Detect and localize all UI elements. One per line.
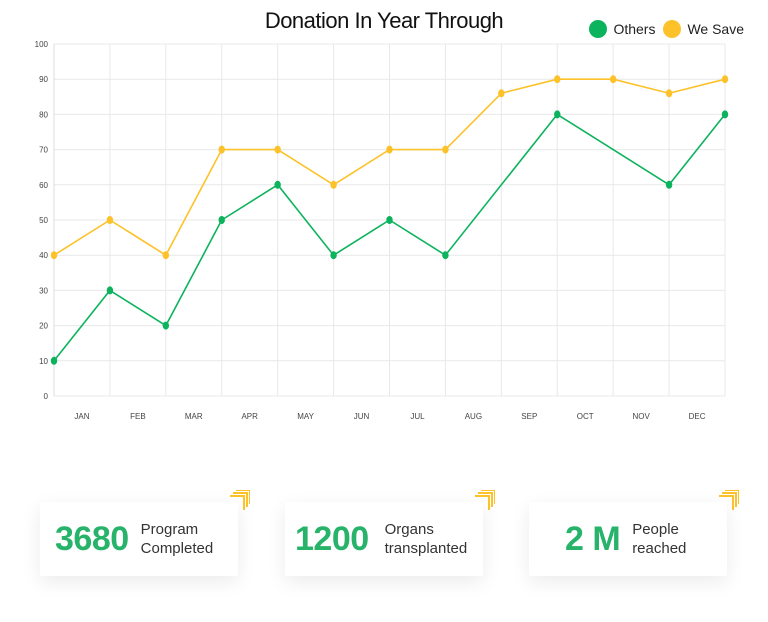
legend-label-others: Others bbox=[613, 21, 656, 37]
x-tick-label: MAR bbox=[185, 412, 203, 421]
data-point-we-save bbox=[386, 145, 393, 154]
legend: Others We Save bbox=[589, 20, 744, 38]
data-point-we-save bbox=[721, 75, 729, 84]
legend-item-others[interactable]: Others bbox=[589, 20, 655, 38]
y-tick-label: 30 bbox=[39, 286, 48, 295]
x-tick-label: MAY bbox=[297, 412, 314, 421]
x-tick-label: OCT bbox=[577, 412, 594, 421]
data-point-others bbox=[665, 180, 673, 189]
data-point-others bbox=[274, 180, 281, 189]
y-tick-label: 20 bbox=[39, 322, 48, 331]
data-point-others bbox=[218, 216, 225, 224]
stat-label: Program Completed bbox=[140, 521, 214, 557]
data-point-we-save bbox=[162, 251, 170, 260]
x-tick-label: JUL bbox=[410, 412, 425, 421]
data-point-we-save bbox=[330, 180, 337, 189]
x-tick-label: APR bbox=[241, 412, 258, 421]
data-point-we-save bbox=[609, 75, 617, 84]
chart-title: Donation In Year Through bbox=[264, 8, 504, 33]
stat-card-programs: 3680 Program Completed bbox=[40, 490, 250, 576]
data-point-we-save bbox=[554, 75, 561, 84]
chevron-corner-icon bbox=[230, 490, 250, 510]
chevron-corner-icon bbox=[719, 490, 739, 510]
data-point-others bbox=[50, 356, 58, 365]
data-point-we-save bbox=[498, 89, 505, 98]
y-tick-label: 70 bbox=[39, 146, 48, 155]
data-point-we-save bbox=[106, 216, 114, 224]
line-chart: 0 10 20 30 40 50 60 70 80 90 100 JAN FEB MAR APR MAY JUN… bbox=[35, 40, 729, 421]
stat-number: 3680 bbox=[55, 519, 129, 558]
x-tick-label: DEC bbox=[689, 412, 706, 421]
stat-number: 1200 bbox=[295, 519, 369, 558]
data-point-others bbox=[386, 216, 393, 224]
data-point-we-save bbox=[665, 89, 673, 98]
data-point-others bbox=[721, 110, 729, 119]
y-tick-label: 60 bbox=[39, 181, 48, 190]
x-tick-label: AUG bbox=[465, 412, 482, 421]
x-tick-label: FEB bbox=[130, 412, 146, 421]
data-point-we-save bbox=[442, 145, 449, 154]
x-tick-label: JUN bbox=[354, 412, 370, 421]
x-tick-label: NOV bbox=[632, 412, 650, 421]
data-point-we-save bbox=[218, 145, 225, 154]
y-tick-label: 100 bbox=[35, 40, 49, 49]
stat-number: 2 M bbox=[565, 519, 621, 558]
data-point-others bbox=[162, 321, 170, 330]
y-tick-label: 10 bbox=[39, 357, 48, 366]
legend-item-we-save[interactable]: We Save bbox=[663, 20, 744, 38]
x-tick-label: SEP bbox=[521, 412, 537, 421]
stat-label: Organs transplanted bbox=[384, 521, 468, 557]
legend-label-we-save: We Save bbox=[687, 21, 744, 37]
legend-swatch-we-save bbox=[663, 20, 682, 38]
y-tick-label: 40 bbox=[39, 251, 48, 260]
data-point-others bbox=[442, 251, 449, 260]
data-point-we-save bbox=[274, 145, 281, 154]
stat-card-organs: 1200 Organs transplanted bbox=[285, 490, 495, 576]
data-point-others bbox=[106, 286, 114, 295]
stat-label: People reached bbox=[632, 521, 687, 557]
x-tick-label: JAN bbox=[74, 412, 89, 421]
data-point-others bbox=[554, 110, 561, 119]
chevron-corner-icon bbox=[475, 490, 495, 510]
stat-card-people: 2 M People reached bbox=[529, 490, 739, 576]
data-point-others bbox=[330, 251, 337, 260]
y-tick-label: 90 bbox=[39, 75, 48, 84]
y-tick-label: 0 bbox=[44, 392, 49, 401]
legend-swatch-others bbox=[589, 20, 608, 38]
y-tick-label: 80 bbox=[39, 110, 48, 119]
data-point-we-save bbox=[50, 251, 58, 260]
y-tick-label: 50 bbox=[39, 216, 48, 225]
